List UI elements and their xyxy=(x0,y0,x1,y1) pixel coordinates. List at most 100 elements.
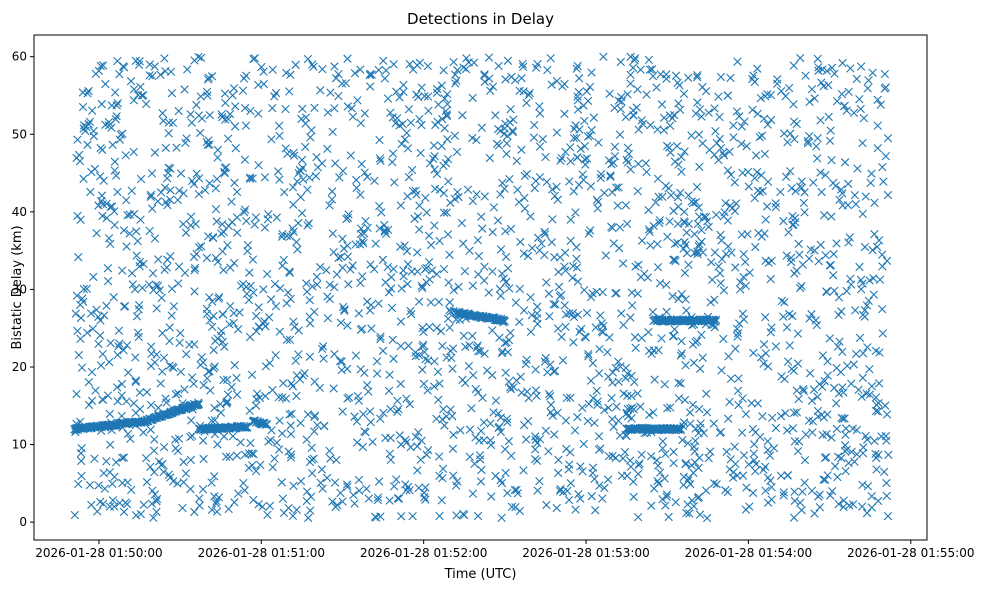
scatter-point xyxy=(365,306,375,315)
scatter-point xyxy=(522,355,531,365)
scatter-point xyxy=(543,368,552,377)
scatter-point xyxy=(260,173,270,182)
scatter-point xyxy=(403,279,412,289)
scatter-point xyxy=(608,415,617,424)
scatter-point xyxy=(509,115,518,124)
scatter-point xyxy=(316,262,325,272)
scatter-point xyxy=(452,147,462,156)
scatter-point xyxy=(543,65,552,75)
scatter-point xyxy=(807,310,816,319)
scatter-point xyxy=(692,182,702,192)
scatter-point xyxy=(252,311,261,321)
scatter-point xyxy=(182,349,191,359)
scatter-point xyxy=(211,184,221,193)
scatter-point xyxy=(604,451,614,461)
scatter-point xyxy=(285,87,294,96)
scatter-point xyxy=(501,227,510,236)
scatter-point xyxy=(605,89,614,98)
scatter-point xyxy=(676,351,686,360)
scatter-point xyxy=(465,246,474,255)
scatter-point xyxy=(583,416,592,426)
scatter-point xyxy=(615,243,624,253)
scatter-point xyxy=(542,177,552,187)
scatter-point xyxy=(263,215,272,224)
scatter-point xyxy=(168,362,177,371)
scatter-point xyxy=(552,76,562,86)
scatter-point xyxy=(391,119,400,128)
scatter-point xyxy=(423,356,433,365)
scatter-point xyxy=(734,374,743,383)
scatter-point xyxy=(544,447,553,456)
scatter-point xyxy=(150,435,159,444)
scatter-point xyxy=(864,296,873,305)
scatter-point xyxy=(472,135,481,145)
scatter-point xyxy=(718,148,728,158)
scatter-point xyxy=(691,109,701,118)
scatter-point xyxy=(419,379,429,389)
scatter-point xyxy=(491,396,501,405)
scatter-point xyxy=(594,445,604,454)
scatter-point xyxy=(766,328,775,337)
scatter-point xyxy=(505,175,514,184)
scatter-point xyxy=(868,68,877,78)
scatter-point xyxy=(261,391,270,401)
scatter-point xyxy=(821,251,830,260)
scatter-point xyxy=(574,88,584,97)
scatter-point xyxy=(145,280,154,289)
scatter-point xyxy=(354,309,364,318)
scatter-point xyxy=(776,187,785,197)
scatter-point xyxy=(325,446,334,456)
scatter-point xyxy=(196,128,205,138)
scatter-point xyxy=(264,437,273,446)
scatter-point xyxy=(443,230,453,239)
scatter-point xyxy=(631,343,640,353)
scatter-point xyxy=(277,429,287,438)
scatter-point xyxy=(202,309,212,319)
scatter-point xyxy=(103,276,113,286)
scatter-point xyxy=(623,158,633,167)
scatter-point xyxy=(117,379,127,389)
scatter-point xyxy=(230,178,239,188)
scatter-point xyxy=(395,93,404,102)
scatter-point xyxy=(763,362,773,371)
scatter-point xyxy=(402,394,411,403)
scatter-point xyxy=(218,310,227,319)
scatter-point xyxy=(710,104,719,113)
scatter-point xyxy=(726,170,736,180)
scatter-point xyxy=(517,73,526,83)
scatter-point xyxy=(297,209,307,218)
scatter-point xyxy=(533,59,542,69)
scatter-point xyxy=(209,311,218,321)
scatter-point xyxy=(419,488,429,497)
scatter-point xyxy=(863,482,873,491)
scatter-point xyxy=(480,349,489,358)
scatter-point xyxy=(758,186,767,196)
scatter-point xyxy=(796,283,805,293)
scatter-point xyxy=(374,299,383,308)
scatter-point xyxy=(186,221,195,230)
scatter-point xyxy=(393,407,402,416)
scatter-point xyxy=(857,502,867,511)
scatter-point xyxy=(699,428,708,438)
scatter-point xyxy=(86,187,95,197)
scatter-point xyxy=(307,468,317,478)
scatter-point xyxy=(796,53,805,63)
scatter-point xyxy=(325,280,334,289)
scatter-point xyxy=(305,352,315,361)
scatter-point xyxy=(274,121,284,131)
scatter-point xyxy=(338,234,347,244)
scatter-point xyxy=(152,350,161,359)
scatter-point xyxy=(462,54,471,63)
scatter-point xyxy=(110,220,119,230)
scatter-point xyxy=(397,284,406,293)
scatter-point xyxy=(422,208,431,217)
scatter-point xyxy=(340,305,349,314)
scatter-point xyxy=(372,357,382,366)
scatter-point xyxy=(418,283,427,293)
scatter-point xyxy=(477,123,487,132)
scatter-point xyxy=(329,247,338,257)
scatter-point xyxy=(94,339,103,349)
scatter-point xyxy=(174,279,183,288)
scatter-point xyxy=(480,276,489,285)
scatter-point xyxy=(480,262,489,272)
